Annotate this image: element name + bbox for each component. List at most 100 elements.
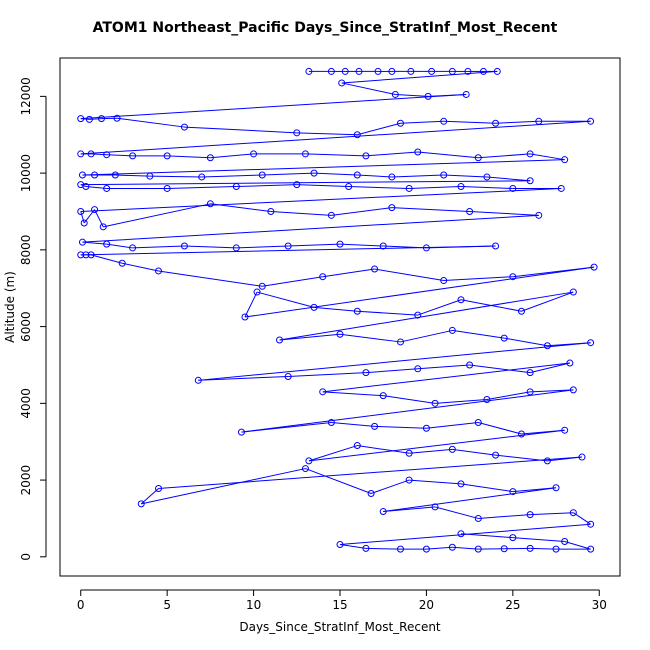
data-point [78, 171, 86, 179]
data-point [78, 238, 86, 246]
series-line-segment [469, 210, 539, 216]
data-point [305, 457, 313, 465]
series-line-segment [409, 479, 462, 485]
series-line-segment [370, 479, 410, 494]
data-point [492, 242, 500, 250]
data-point [87, 150, 95, 158]
series-line-segment [288, 372, 366, 377]
data-point [367, 490, 375, 498]
x-tick-label: 25 [505, 598, 520, 612]
series-line-segment [400, 120, 444, 124]
data-point [492, 119, 500, 127]
series-line-segment [434, 506, 479, 519]
data-point [457, 183, 465, 191]
data-point [353, 442, 361, 450]
series-line-segment [339, 544, 366, 549]
data-point [509, 184, 517, 192]
series-line-segment [106, 243, 133, 249]
series-line-segment [322, 362, 570, 393]
series-line-segment [504, 337, 548, 347]
series-line-segment [116, 117, 185, 128]
series-line-segment [495, 120, 539, 124]
data-point [118, 259, 126, 267]
data-point [388, 204, 396, 212]
series-line-segment [82, 214, 539, 243]
data-point [336, 330, 344, 338]
data-point [561, 426, 569, 434]
data-point [590, 263, 598, 271]
series-line-segment [478, 153, 531, 159]
series-line-segment [89, 118, 102, 120]
data-point [414, 311, 422, 319]
data-point [371, 265, 379, 273]
series-line-segment [270, 210, 332, 216]
data-point [99, 223, 107, 231]
data-point [440, 171, 448, 179]
data-point [407, 67, 415, 75]
series-line-segment [103, 203, 211, 228]
data-point [77, 115, 85, 123]
chart-title: ATOM1 Northeast_Pacific Days_Since_Strat… [92, 20, 558, 36]
series-line-segment [383, 395, 436, 404]
data-point [113, 114, 121, 122]
data-point [194, 376, 202, 384]
series-line-segment [357, 310, 418, 316]
series-line-segment [443, 276, 513, 282]
series-line-segment [383, 487, 557, 513]
data-point [457, 480, 465, 488]
data-point [180, 123, 188, 131]
series-line-segment [426, 546, 453, 550]
series-line-segment [82, 159, 565, 176]
data-point [258, 282, 266, 290]
data-point [310, 303, 318, 311]
data-point [267, 207, 275, 215]
data-point [111, 171, 119, 179]
data-point [405, 476, 413, 484]
data-point [206, 200, 214, 208]
data-point [464, 67, 472, 75]
data-point [91, 171, 99, 179]
series-line-segment [279, 333, 341, 341]
x-axis-label: Days_Since_StratInf_Most_Recent [239, 620, 441, 634]
data-point [198, 173, 206, 181]
series-line-segment [365, 547, 401, 550]
series-line-segment [460, 186, 513, 189]
data-point [276, 336, 284, 344]
series-line-segment [90, 254, 123, 264]
data-point [388, 67, 396, 75]
y-tick-label: 0 [19, 553, 33, 561]
data-point [552, 545, 560, 553]
data-point [137, 500, 145, 508]
series-line-segment [149, 175, 202, 178]
data-point [362, 544, 370, 552]
series-line-segment [262, 172, 315, 176]
series-line-segment [521, 291, 574, 312]
series-line-segment [141, 468, 306, 505]
data-point [129, 152, 137, 160]
data-point [206, 154, 214, 162]
series-line-segment [452, 329, 505, 339]
series-line-segment [308, 429, 565, 462]
data-point [587, 520, 595, 528]
data-point [457, 296, 465, 304]
series-line-segment [314, 172, 358, 176]
data-point [232, 244, 240, 252]
data-point [474, 545, 482, 553]
series-line-segment [486, 176, 531, 182]
series-line-segment [348, 186, 410, 189]
series-line-segment [244, 291, 258, 318]
data-point [517, 430, 525, 438]
series-line-segment [167, 186, 237, 189]
data-point [371, 422, 379, 430]
data-point [424, 92, 432, 100]
series-line-segment [167, 155, 211, 159]
series-line-segment [80, 120, 591, 155]
data-point [237, 428, 245, 436]
data-point [517, 307, 525, 315]
series-line-segment [236, 184, 297, 188]
data-point [374, 67, 382, 75]
data-point [391, 90, 399, 98]
series-line-segment [365, 368, 418, 374]
data-point [103, 184, 111, 192]
x-tick-label: 15 [332, 598, 347, 612]
